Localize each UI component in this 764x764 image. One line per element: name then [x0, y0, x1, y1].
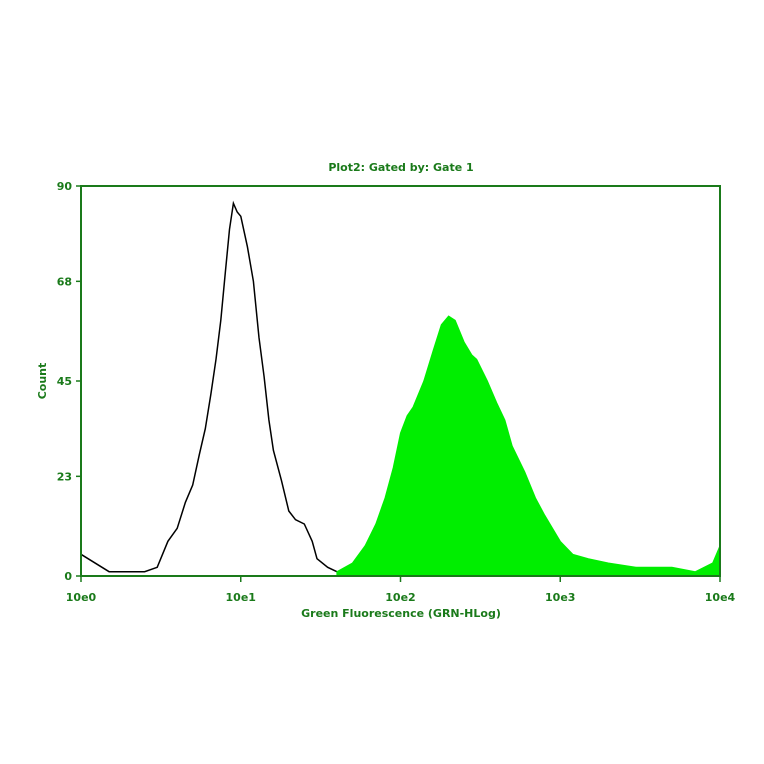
y-tick-label: 0	[64, 570, 72, 583]
y-tick-label: 45	[57, 375, 72, 388]
outline-histogram-series	[80, 200, 346, 577]
x-tick-label: 10e0	[66, 591, 97, 604]
x-axis-label: Green Fluorescence (GRN-HLog)	[301, 607, 501, 620]
y-tick-label: 68	[57, 275, 72, 288]
y-tick-label: 23	[57, 470, 72, 483]
x-tick-label: 10e4	[705, 591, 736, 604]
x-tick-label: 10e2	[385, 591, 415, 604]
y-tick-label: 90	[57, 180, 73, 193]
x-axis: 10e0 10e1 10e2 10e3 10e4	[66, 576, 736, 604]
chart-title: Plot2: Gated by: Gate 1	[328, 161, 473, 174]
x-tick-label: 10e1	[226, 591, 256, 604]
y-axis-label: Count	[36, 363, 49, 400]
series-layer	[80, 200, 721, 577]
filled-histogram-series	[336, 315, 721, 577]
y-axis: 0 23 45 68 90	[57, 180, 81, 583]
x-tick-label: 10e3	[545, 591, 575, 604]
